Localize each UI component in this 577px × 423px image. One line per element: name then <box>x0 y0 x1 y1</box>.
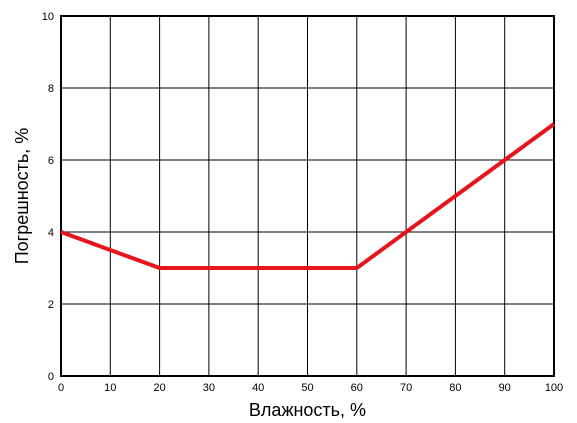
x-tick-label: 80 <box>449 382 461 394</box>
series-line <box>60 122 556 270</box>
y-tick-labels: 0 2 4 6 8 10 <box>42 11 54 383</box>
x-tick-label: 70 <box>400 382 412 394</box>
y-tick-label: 2 <box>48 299 54 311</box>
x-tick-label: 40 <box>252 382 264 394</box>
plot-frame <box>60 15 555 377</box>
y-tick-label: 4 <box>48 227 54 239</box>
x-tick-label: 60 <box>351 382 363 394</box>
y-tick-label: 6 <box>48 155 54 167</box>
x-tick-label: 30 <box>203 382 215 394</box>
x-tick-label: 100 <box>545 382 563 394</box>
series-layer <box>60 122 556 270</box>
x-tick-label: 0 <box>58 382 64 394</box>
x-tick-label: 50 <box>301 382 313 394</box>
x-tick-label: 90 <box>499 382 511 394</box>
y-tick-label: 8 <box>48 83 54 95</box>
grid <box>61 16 554 376</box>
x-tick-label: 20 <box>153 382 165 394</box>
y-tick-label: 0 <box>48 371 54 383</box>
x-axis-title: Влажность, % <box>249 400 366 420</box>
x-tick-labels: 0 10 20 30 40 50 60 70 80 90 100 <box>58 382 563 394</box>
y-tick-label: 10 <box>42 11 54 23</box>
y-axis-title: Погрешность, % <box>12 128 32 265</box>
x-tick-label: 10 <box>104 382 116 394</box>
